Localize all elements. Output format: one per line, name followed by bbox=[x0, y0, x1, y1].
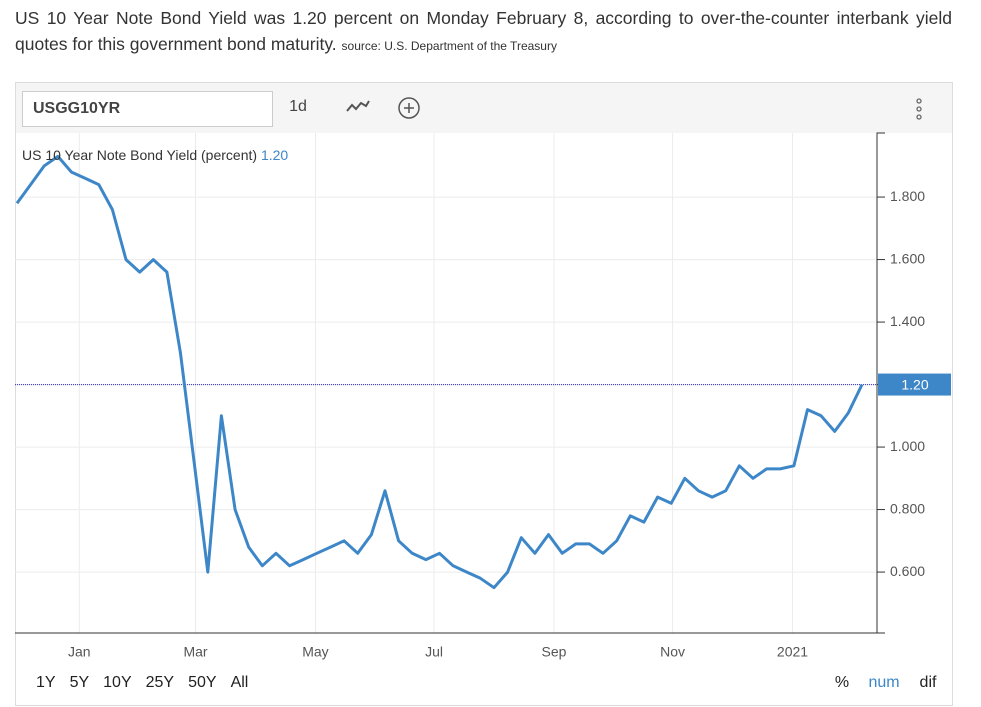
menu-icon[interactable] bbox=[916, 98, 922, 120]
range-button[interactable]: 25Y bbox=[146, 674, 175, 691]
symbol-box[interactable] bbox=[22, 91, 273, 127]
x-tick-label: Mar bbox=[183, 644, 207, 660]
last-value-box bbox=[878, 373, 951, 396]
y-tick-label: 0.800 bbox=[890, 500, 925, 516]
y-tick-label: 1.400 bbox=[890, 313, 925, 329]
last-value-label: 1.20 bbox=[901, 376, 928, 392]
legend-name: US 10 Year Note Bond Yield (percent) bbox=[22, 147, 257, 163]
range-button[interactable]: 50Y bbox=[188, 674, 217, 691]
series-line bbox=[15, 154, 864, 590]
y-tick-label: 1.800 bbox=[890, 188, 925, 204]
mode-button[interactable]: % bbox=[835, 674, 849, 691]
y-tick-label: 0.600 bbox=[890, 563, 925, 579]
add-icon[interactable] bbox=[398, 97, 420, 119]
x-tick-label: Jul bbox=[425, 644, 443, 660]
range-button[interactable]: All bbox=[231, 674, 249, 691]
legend-value: 1.20 bbox=[261, 147, 288, 163]
range-button[interactable]: 1Y bbox=[36, 674, 56, 691]
source: source: U.S. Department of the Treasury bbox=[341, 39, 557, 53]
range-button[interactable]: 5Y bbox=[70, 674, 90, 691]
legend: US 10 Year Note Bond Yield (percent) 1.2… bbox=[22, 147, 288, 163]
mode-button[interactable]: dif bbox=[920, 674, 937, 691]
x-tick-label: Sep bbox=[542, 644, 567, 660]
x-tick-label: Jan bbox=[68, 644, 91, 660]
headline: US 10 Year Note Bond Yield was 1.20 perc… bbox=[15, 8, 952, 54]
chart-type-icon[interactable] bbox=[346, 100, 370, 112]
x-tick-label: 2021 bbox=[777, 644, 808, 660]
x-tick-label: May bbox=[302, 644, 328, 660]
headline-block: US 10 Year Note Bond Yield was 1.20 perc… bbox=[15, 5, 952, 59]
range-button[interactable]: 10Y bbox=[103, 674, 132, 691]
widget-frame bbox=[15, 82, 953, 706]
interval[interactable]: 1d bbox=[289, 98, 307, 115]
x-tick-label: Nov bbox=[660, 644, 685, 660]
add-icon-plus bbox=[404, 103, 414, 113]
y-tick-label: 1.000 bbox=[890, 438, 925, 454]
mode-button[interactable]: num bbox=[868, 674, 899, 691]
y-axis bbox=[876, 132, 885, 634]
symbol[interactable]: USGG10YR bbox=[33, 100, 121, 117]
y-tick-label: 1.600 bbox=[890, 250, 925, 266]
